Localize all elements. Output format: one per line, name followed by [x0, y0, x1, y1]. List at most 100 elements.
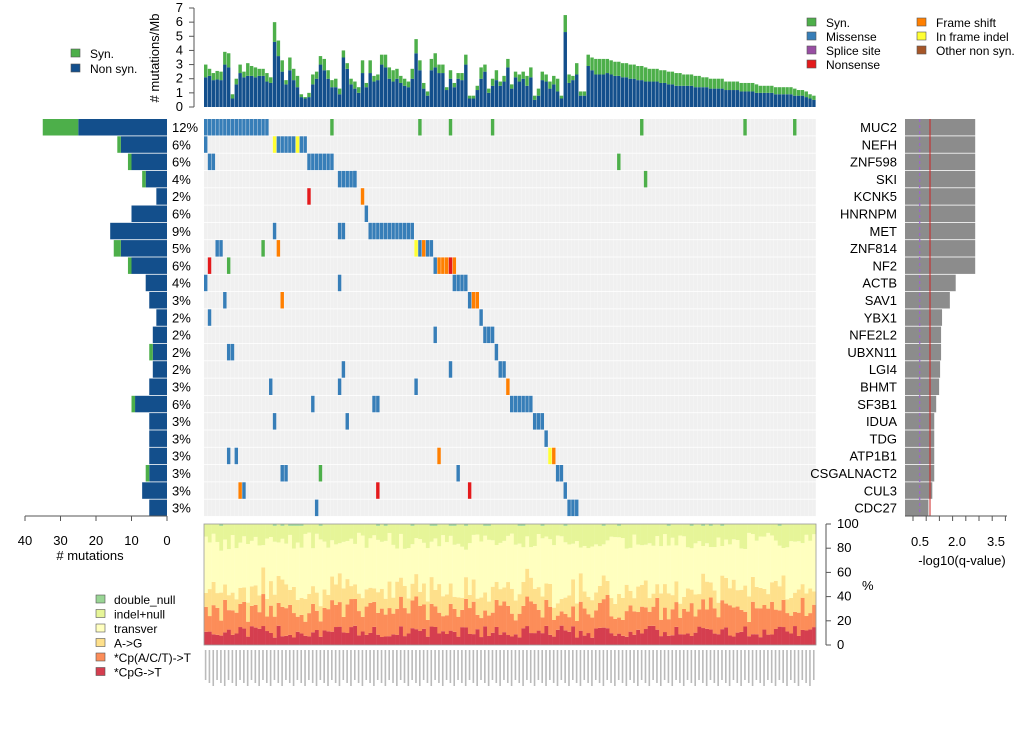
spectrum-segment — [517, 524, 522, 526]
matrix-empty-cell — [575, 395, 579, 413]
spectrum-segment — [399, 524, 404, 534]
mutation-cell — [280, 292, 284, 309]
matrix-empty-cell — [624, 309, 629, 326]
matrix-empty-cell — [605, 430, 610, 447]
matrix-empty-cell — [674, 378, 679, 395]
matrix-empty-cell — [708, 465, 713, 482]
matrix-empty-cell — [429, 447, 434, 465]
burden-bar-syn — [800, 90, 805, 96]
matrix-empty-cell — [617, 499, 621, 517]
mutation-cell — [452, 257, 457, 274]
matrix-empty-cell — [498, 309, 503, 326]
matrix-empty-cell — [303, 119, 308, 136]
matrix-empty-cell — [311, 205, 315, 222]
matrix-empty-cell — [330, 309, 334, 326]
matrix-empty-cell — [796, 153, 801, 171]
matrix-empty-cell — [728, 309, 732, 326]
spectrum-segment — [674, 545, 679, 582]
matrix-empty-cell — [391, 499, 396, 517]
matrix-empty-cell — [318, 395, 323, 413]
matrix-empty-cell — [555, 188, 560, 205]
matrix-empty-cell — [334, 395, 338, 413]
matrix-empty-cell — [697, 222, 702, 240]
matrix-empty-cell — [613, 378, 617, 395]
matrix-empty-cell — [280, 119, 285, 136]
legend-swatch-frameshift — [916, 17, 927, 27]
spectrum-segment — [544, 536, 549, 584]
matrix-empty-cell — [789, 136, 793, 153]
spectrum-segment — [475, 629, 480, 645]
matrix-empty-cell — [685, 378, 690, 395]
matrix-empty-cell — [636, 395, 640, 413]
matrix-empty-cell — [295, 274, 300, 292]
matrix-empty-cell — [808, 482, 812, 499]
matrix-empty-cell — [559, 413, 564, 430]
spectrum-segment — [391, 544, 396, 598]
burden-bar-nonsyn — [529, 77, 533, 107]
matrix-empty-cell — [743, 326, 747, 344]
matrix-empty-cell — [345, 292, 350, 309]
spectrum-segment — [345, 524, 350, 541]
matrix-empty-cell — [651, 326, 656, 344]
matrix-empty-cell — [475, 430, 480, 447]
matrix-empty-cell — [226, 430, 231, 447]
matrix-empty-cell — [643, 361, 648, 378]
mutation-cell — [204, 119, 208, 136]
matrix-empty-cell — [456, 499, 461, 517]
matrix-empty-cell — [762, 119, 767, 136]
matrix-empty-cell — [800, 153, 805, 171]
matrix-empty-cell — [422, 447, 426, 465]
mutation-cell — [517, 395, 522, 413]
legend-swatch-syn — [70, 48, 81, 58]
matrix-empty-cell — [804, 153, 809, 171]
matrix-empty-cell — [242, 188, 246, 205]
matrix-empty-cell — [701, 153, 705, 171]
spectrum-segment — [513, 620, 518, 635]
matrix-empty-cell — [724, 274, 728, 292]
matrix-empty-cell — [395, 153, 399, 171]
matrix-empty-cell — [739, 222, 744, 240]
matrix-empty-cell — [238, 378, 243, 395]
matrix-empty-cell — [494, 378, 499, 395]
matrix-empty-cell — [529, 170, 533, 188]
matrix-empty-cell — [605, 170, 610, 188]
matrix-empty-cell — [510, 482, 514, 499]
spectrum-segment — [364, 634, 369, 645]
mutation-cell — [337, 274, 342, 292]
matrix-empty-cell — [678, 240, 682, 257]
matrix-empty-cell — [731, 136, 736, 153]
spectrum-segment — [311, 524, 316, 549]
burden-bar-syn — [414, 39, 418, 54]
matrix-empty-cell — [490, 413, 495, 430]
matrix-empty-cell — [689, 240, 694, 257]
percent-labels: 12%6%6%4%2%6%9%5%6%4%3%2%2%2%2%3%6%3%3%3… — [172, 120, 198, 516]
burden-bar-syn — [330, 80, 334, 88]
matrix-empty-cell — [601, 378, 606, 395]
matrix-empty-cell — [204, 482, 208, 499]
matrix-empty-cell — [728, 170, 732, 188]
mutation-cell — [368, 222, 372, 240]
matrix-empty-cell — [284, 343, 288, 361]
matrix-empty-cell — [685, 413, 690, 430]
matrix-empty-cell — [265, 222, 269, 240]
matrix-empty-cell — [246, 257, 250, 274]
spectrum-segment — [624, 548, 629, 585]
spectrum-segment — [666, 619, 671, 636]
matrix-empty-cell — [487, 465, 491, 482]
matrix-empty-cell — [674, 188, 679, 205]
matrix-empty-cell — [544, 170, 549, 188]
mutation-cell — [249, 119, 254, 136]
matrix-empty-cell — [693, 309, 698, 326]
matrix-empty-cell — [552, 326, 556, 344]
matrix-empty-cell — [578, 222, 583, 240]
matrix-empty-cell — [609, 309, 614, 326]
matrix-empty-cell — [597, 395, 602, 413]
matrix-empty-cell — [617, 430, 621, 447]
matrix-empty-cell — [663, 430, 667, 447]
matrix-empty-cell — [536, 257, 541, 274]
matrix-empty-cell — [460, 499, 464, 517]
matrix-empty-cell — [402, 205, 407, 222]
spectrum-segment — [498, 634, 503, 645]
matrix-empty-cell — [207, 274, 212, 292]
mutation-cell — [265, 119, 269, 136]
